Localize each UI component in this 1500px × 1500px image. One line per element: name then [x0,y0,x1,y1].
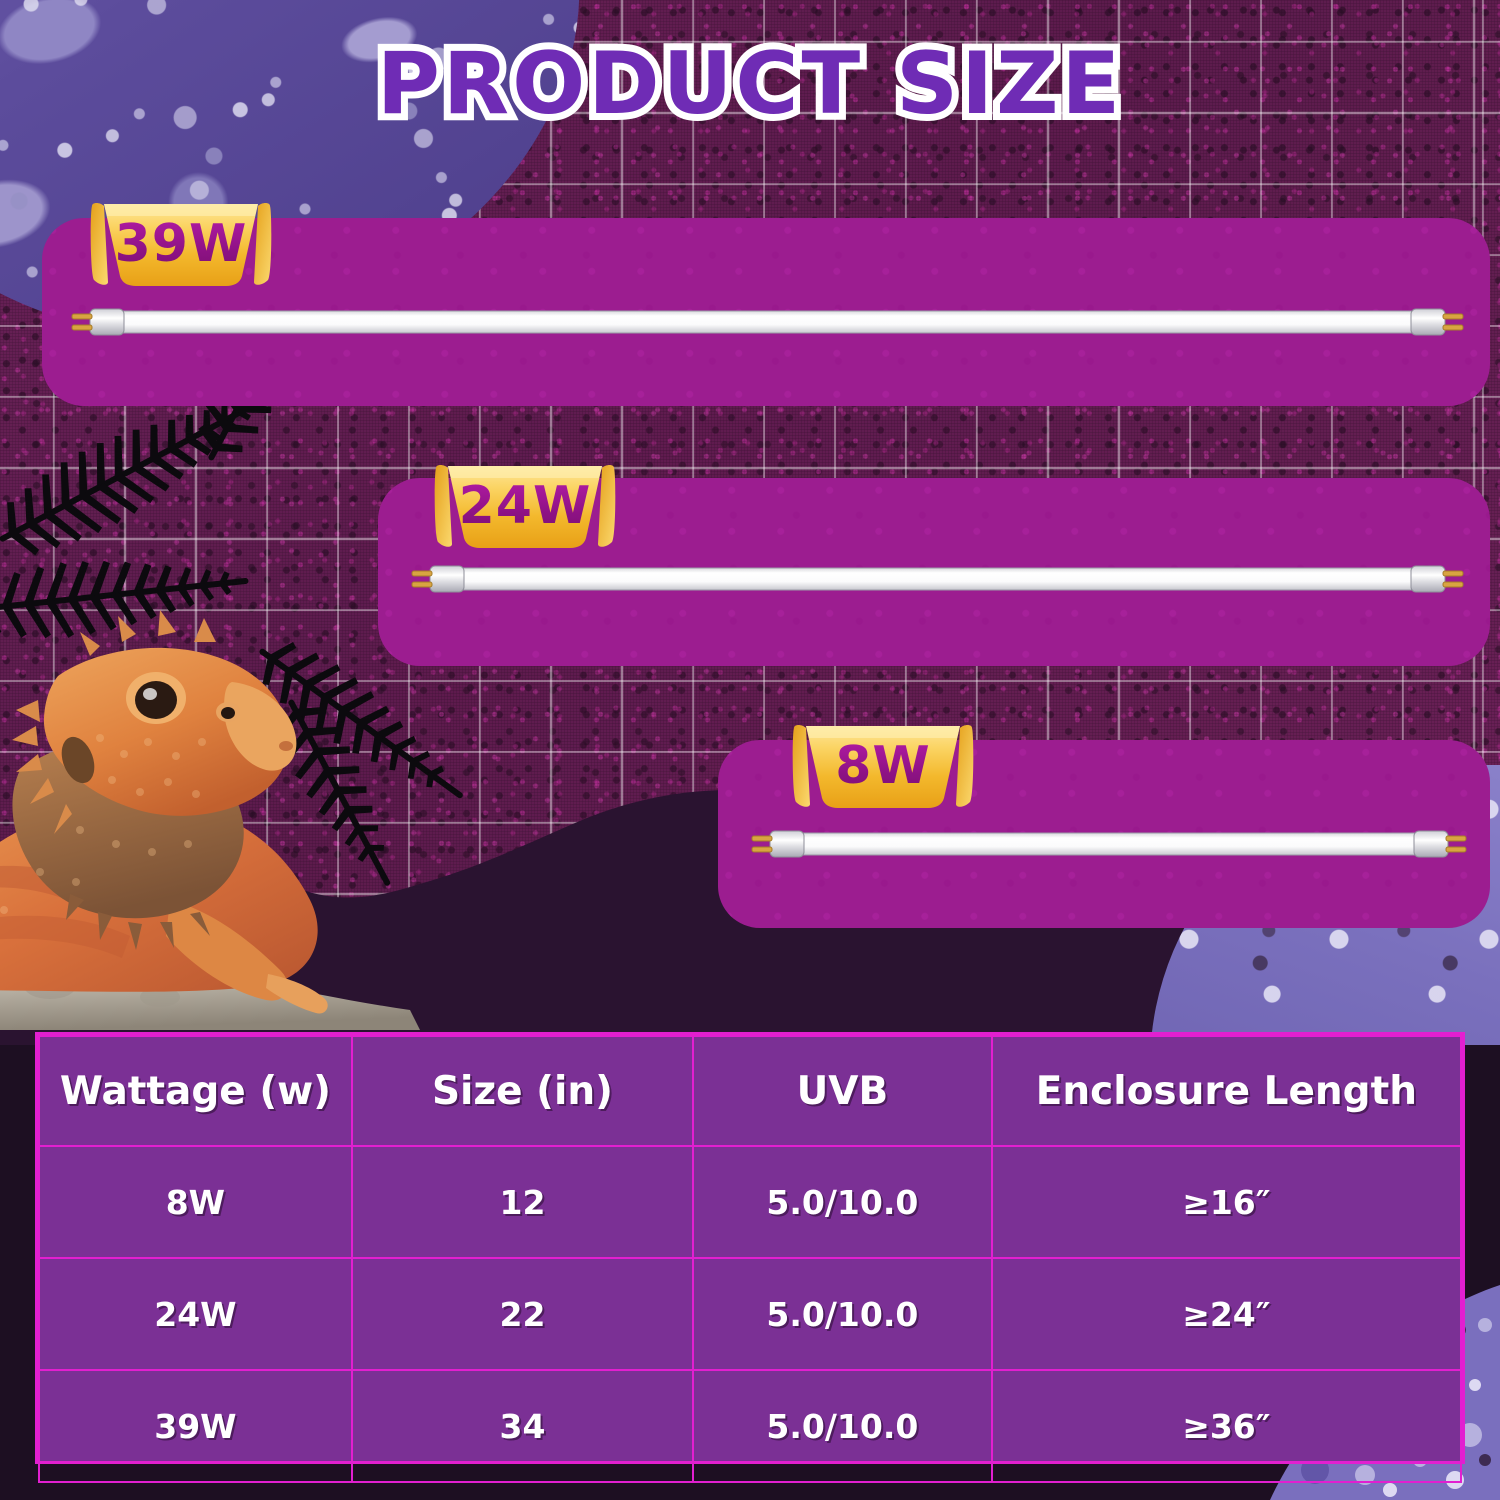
cell-enclosure-length: ≥16″ [990,1145,1463,1259]
badge-39w-label: 39W [88,200,274,294]
page-title: PRODUCT SIZE [0,27,1500,141]
cell-size: 34 [350,1369,695,1483]
page-title-text: PRODUCT SIZE [370,27,1127,141]
fluorescent-tube-icon-24w [411,565,1464,593]
table-header-row: Wattage (w) Size (in) UVB Enclosure Leng… [38,1035,1463,1147]
fluorescent-tube-icon-8w [751,830,1467,858]
cell-uvb: 5.0/10.0 [692,1145,993,1259]
cell-size: 22 [350,1257,695,1371]
badge-8w-label: 8W [790,722,976,816]
table-row: 39W 34 5.0/10.0 ≥36″ [38,1369,1463,1483]
gold-ribbon-banner-icon [434,465,616,548]
column-header-enclosure-length: Enclosure Length [990,1035,1463,1147]
fluorescent-tube-icon-39w [71,308,1464,336]
column-header-wattage: Wattage (w) [38,1035,353,1147]
cell-enclosure-length: ≥24″ [990,1257,1463,1371]
column-header-uvb: UVB [692,1035,993,1147]
cell-enclosure-length: ≥36″ [990,1369,1463,1483]
bearded-dragon-photo [0,610,420,1030]
cell-size: 12 [350,1145,695,1259]
cell-wattage: 8W [38,1145,353,1259]
gold-ribbon-banner-icon [90,203,272,286]
cell-wattage: 24W [38,1257,353,1371]
table-row: 24W 22 5.0/10.0 ≥24″ [38,1257,1463,1371]
spec-table: Wattage (w) Size (in) UVB Enclosure Leng… [35,1032,1465,1483]
badge-39w: 39W [88,200,274,288]
gold-ribbon-banner-icon [792,725,974,808]
cell-uvb: 5.0/10.0 [692,1369,993,1483]
cell-uvb: 5.0/10.0 [692,1257,993,1371]
badge-8w: 8W [790,722,976,810]
badge-24w: 24W [432,462,618,550]
column-header-size: Size (in) [350,1035,695,1147]
fern-silhouette-icon [0,400,463,886]
badge-24w-label: 24W [432,462,618,556]
cell-wattage: 39W [38,1369,353,1483]
table-row: 8W 12 5.0/10.0 ≥16″ [38,1145,1463,1259]
